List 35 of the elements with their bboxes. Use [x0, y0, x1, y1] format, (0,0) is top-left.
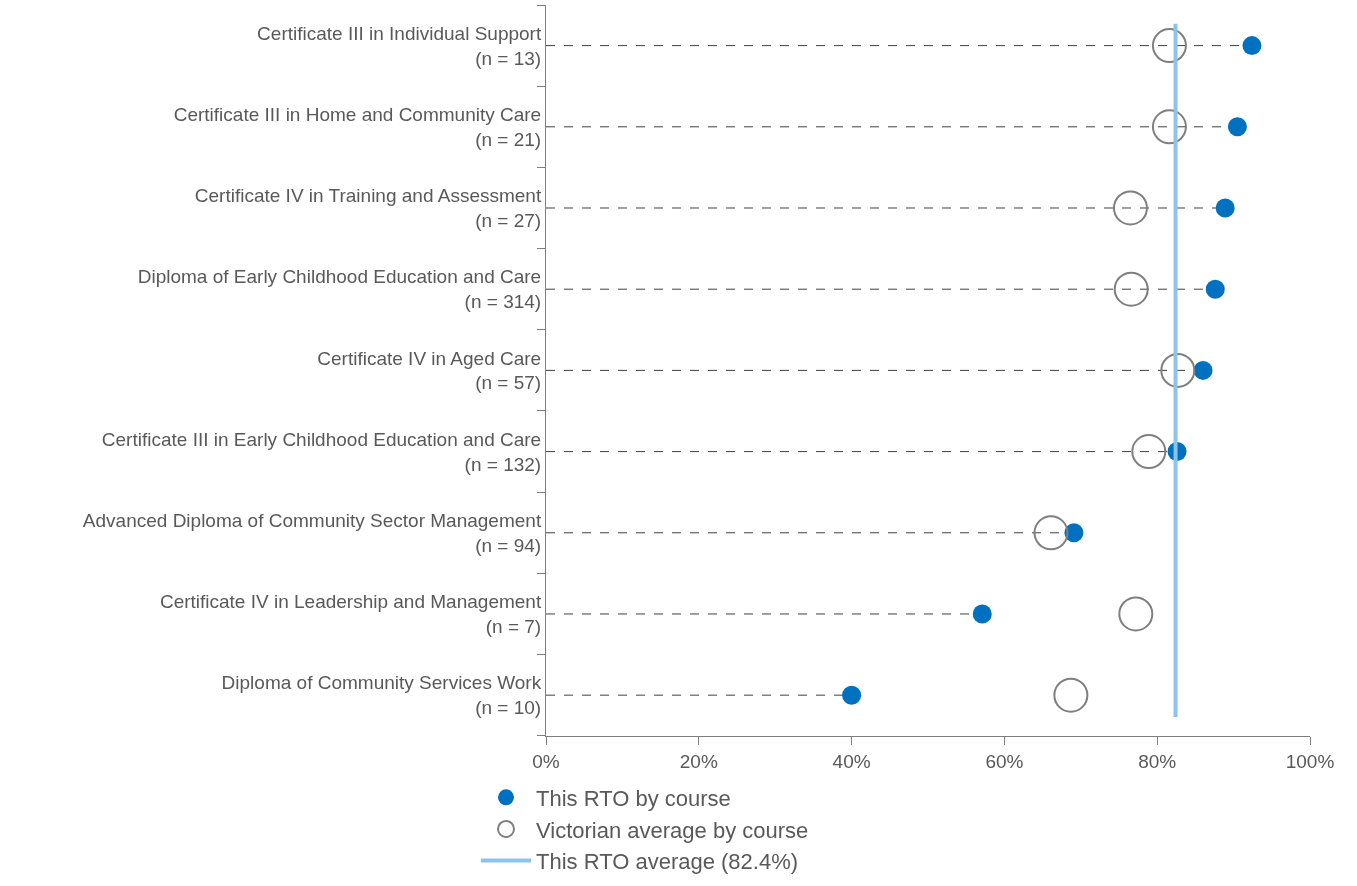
x-tick-label: 40%	[832, 750, 871, 772]
y-tick-label: Certificate IV in Leadership and Management (n = 7)	[159, 591, 542, 637]
point	[1193, 360, 1213, 380]
y-tick-label: Certificate IV in Aged Care (n = 57)	[317, 347, 542, 394]
y-tick-label: Certificate III in Early Childhood Education and Care (n = 132)	[101, 428, 542, 475]
point	[1053, 677, 1089, 713]
point	[1064, 523, 1084, 543]
point	[1227, 117, 1247, 137]
point	[1151, 28, 1187, 64]
y-tick-label: Certificate III in Individual Support (n = 13)	[257, 22, 542, 69]
point	[1215, 198, 1235, 218]
x-tick-label: 20%	[679, 750, 718, 772]
legend-label: This RTO average (82.4%)	[536, 849, 799, 875]
legend-label: Victorian average by course	[536, 817, 809, 843]
y-tick-label: Diploma of Early Childhood Education and Care (n = 314)	[137, 266, 542, 313]
x-tick-label: 0%	[532, 750, 560, 772]
y-tick-label: Certificate IV in Training and Assessment (n = 27)	[194, 185, 542, 231]
point	[1033, 515, 1069, 551]
point	[842, 685, 862, 705]
point	[1151, 109, 1187, 145]
x-tick-label: 80%	[1138, 750, 1177, 772]
point	[1205, 279, 1225, 299]
legend-label: This RTO by course	[536, 785, 731, 811]
point	[1112, 190, 1148, 226]
x-tick-label: 60%	[985, 750, 1024, 772]
point	[1118, 596, 1154, 632]
x-tick-label: 100%	[1285, 750, 1335, 772]
point	[1160, 352, 1196, 388]
point	[1131, 434, 1167, 470]
point	[972, 604, 992, 624]
point	[1113, 271, 1149, 307]
point	[1242, 36, 1262, 56]
y-tick-label: Diploma of Community Services Work (n = 10)	[221, 672, 542, 719]
y-tick-label: Certificate III in Home and Community Care (n = 21)	[173, 104, 542, 150]
y-tick-label: Advanced Diploma of Community Sector Management (n = 94)	[82, 510, 542, 556]
